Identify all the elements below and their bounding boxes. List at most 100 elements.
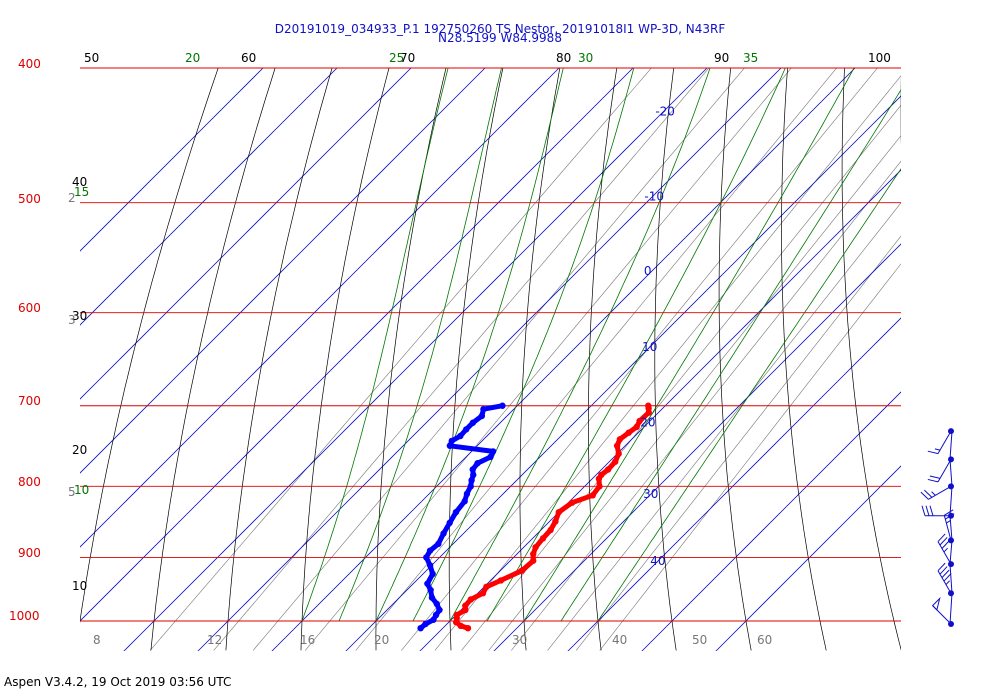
temperature-data-point (532, 544, 539, 551)
pressure-label: 800 (18, 475, 41, 489)
temperature-data-point (479, 590, 487, 597)
mixing-ratio-line (511, 160, 901, 651)
dry-adiabat-line (448, 68, 504, 651)
dewpoint-data-point (446, 519, 453, 527)
mixing-ratio-label: 3 (68, 313, 76, 327)
mixing-ratio-label: 30 (512, 633, 527, 647)
temperature-data-point (612, 458, 619, 465)
wind-barb-feather (929, 505, 934, 516)
dry-adiabat-line (900, 75, 901, 146)
dewpoint-data-point (487, 453, 494, 461)
moist-adiabat-line (523, 68, 855, 622)
wind-barb-feather (927, 478, 939, 483)
mixing-ratio-label: 60 (757, 633, 772, 647)
moist-adiabat-line (486, 68, 786, 622)
dewpoint-data-point (470, 471, 477, 479)
dewpoint-data-point (461, 498, 468, 505)
temperature-data-point (518, 567, 525, 574)
moist-adiabat-line (301, 68, 449, 622)
mixing-ratio-line (599, 263, 901, 651)
isotherm-line (345, 95, 901, 651)
isotherm-label: 10 (642, 340, 657, 354)
wind-profile-axis (949, 431, 953, 625)
wind-barb-feather (921, 505, 926, 516)
isotherm-line (80, 68, 634, 622)
dewpoint-data-point (446, 442, 454, 449)
dewpoint-data-point (433, 600, 440, 608)
mixing-ratio-line (401, 68, 878, 651)
isotherm-line (80, 68, 264, 252)
isotherm-labels: -20 -10 0 10 20 30 40 (640, 105, 675, 568)
temperature-data-point (530, 550, 537, 558)
temperature-data-point (613, 442, 621, 449)
temperature-data-point (457, 622, 464, 630)
mixing-ratio-line (149, 68, 652, 651)
pressure-label: 500 (18, 192, 41, 206)
dry-adiabat-label: 70 (400, 51, 415, 65)
moist-adiabat-label: 20 (185, 51, 200, 65)
moist-adiabat-label: 25 (389, 51, 404, 65)
dry-adiabat-label: 50 (84, 51, 99, 65)
dewpoint-data-point (489, 448, 497, 455)
isotherm-line (641, 391, 901, 651)
dewpoint-data-point (478, 412, 486, 420)
moist-adiabat-lines (301, 68, 901, 622)
mixing-ratio-line (488, 135, 901, 651)
dewpoint-data-point (480, 405, 487, 413)
wind-barb-shaft (943, 515, 952, 541)
dewpoint-data-point (469, 466, 476, 473)
dewpoint-data-point (448, 437, 455, 445)
wind-barb (920, 483, 954, 500)
wind-barb-feather (941, 540, 950, 549)
dry-adiabat-label: 80 (556, 51, 571, 65)
moist-adiabat-label: 30 (578, 51, 593, 65)
dewpoint-data-point (429, 570, 436, 578)
moist-adiabat-line (449, 68, 711, 622)
wind-barb-feather (943, 573, 952, 582)
temperature-data-point (555, 508, 563, 516)
wind-barb-feather (927, 450, 939, 455)
isotherm-line (567, 317, 901, 651)
moist-adiabat-line (560, 89, 901, 622)
wind-barb-shaft (937, 570, 952, 594)
temperature-data-point (552, 518, 559, 525)
wind-barb-shaft (928, 485, 952, 500)
dewpoint-data-point (435, 540, 442, 548)
wind-barb (921, 505, 954, 519)
dry-adiabat-label: 10 (72, 579, 87, 593)
temperature-data-point (589, 492, 596, 499)
mixing-ratio-label: 8 (93, 633, 101, 647)
dry-adiabat-line (654, 68, 677, 651)
dry-adiabat-line (225, 68, 333, 651)
dry-adiabat-label: 100 (868, 51, 891, 65)
mixing-ratio-label: 40 (612, 633, 627, 647)
wind-barb-half-feather (931, 491, 936, 496)
dewpoint-data-point (417, 624, 424, 632)
isotherm-line (80, 68, 486, 474)
dewpoint-data-point (426, 562, 434, 569)
chart-labels: 400 500 600 700 800 900 1000 50 60 70 80… (9, 51, 891, 647)
sounding-profiles (417, 402, 652, 632)
wind-barb-feather (925, 505, 930, 516)
temperature-data-point (615, 450, 622, 457)
temperature-data-point (645, 402, 652, 409)
moist-adiabat-label: 15 (74, 185, 89, 199)
mixing-ratio-label: 5 (68, 485, 76, 499)
wind-barb-feather (937, 533, 946, 542)
mixing-ratio-label: 12 (207, 633, 222, 647)
temperature-data-point (497, 577, 505, 584)
dewpoint-profile-line (418, 403, 505, 631)
dry-adiabat-label: 90 (714, 51, 729, 65)
dewpoint-data-point (499, 402, 506, 409)
pressure-label: 700 (18, 394, 41, 408)
isotherm-line (271, 68, 856, 651)
mixing-ratio-line (355, 68, 838, 651)
mixing-ratio-line (575, 235, 901, 651)
dry-adiabat-line (841, 68, 901, 651)
dewpoint-data-point (463, 426, 470, 433)
dewpoint-data-point (440, 530, 447, 537)
wind-barb (937, 562, 954, 597)
temperature-data-point (598, 471, 605, 479)
wind-barb-half-feather (943, 547, 948, 553)
dewpoint-data-point (468, 477, 475, 484)
